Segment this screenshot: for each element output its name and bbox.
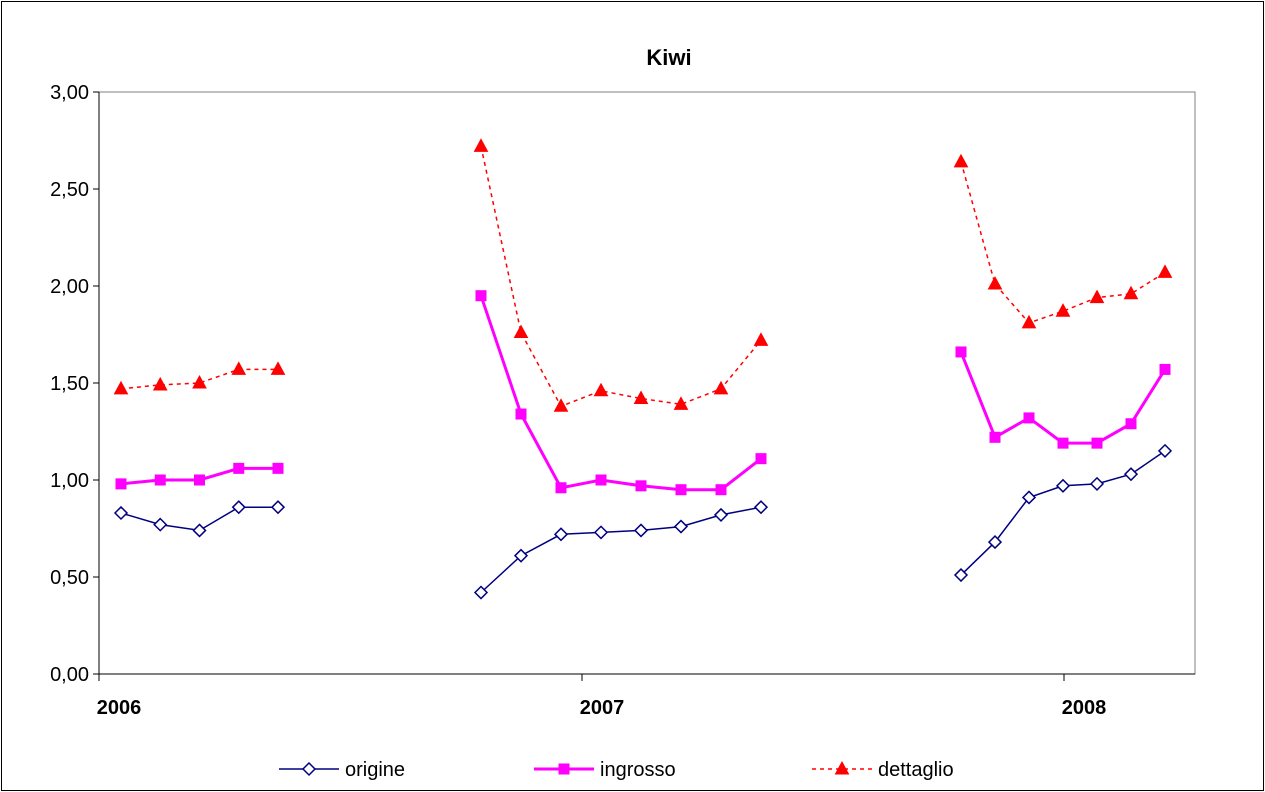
plot-area xyxy=(98,91,1196,675)
y-tick-label: 1,00 xyxy=(50,470,89,492)
data-point-dettaglio xyxy=(753,332,769,346)
data-point-origine xyxy=(633,523,649,538)
data-point-dettaglio xyxy=(633,390,649,405)
legend-marker-origine xyxy=(301,761,317,777)
legend: origine ingrosso dettaglio xyxy=(279,759,954,781)
data-point-ingrosso xyxy=(475,290,487,302)
y-tick-label: 0,00 xyxy=(50,664,89,686)
y-tick-label: 1,50 xyxy=(50,373,89,395)
data-point-origine xyxy=(593,525,609,540)
data-point-origine xyxy=(192,523,207,538)
data-point-ingrosso xyxy=(755,453,767,465)
data-point-ingrosso xyxy=(555,482,567,494)
y-tick-label: 0,50 xyxy=(50,567,89,589)
y-axis: 0,00 0,50 1,00 1,50 2,00 2,50 3,00 xyxy=(50,82,100,686)
legend-marker-dettaglio xyxy=(834,760,850,775)
data-point-origine xyxy=(953,567,969,583)
data-point-origine xyxy=(553,527,569,542)
legend-label-dettaglio: dettaglio xyxy=(878,759,954,781)
data-point-origine xyxy=(673,519,689,534)
data-point-dettaglio xyxy=(1055,303,1071,317)
y-tick-label: 2,00 xyxy=(50,276,89,298)
x-tick-label-2007: 2007 xyxy=(580,697,625,719)
data-point-ingrosso xyxy=(1125,418,1137,430)
data-point-dettaglio xyxy=(270,361,286,375)
data-point-ingrosso xyxy=(1057,437,1069,449)
data-point-ingrosso xyxy=(715,484,727,496)
data-point-dettaglio xyxy=(953,153,969,168)
data-point-dettaglio xyxy=(192,374,207,389)
data-point-origine xyxy=(713,507,729,522)
data-point-ingrosso xyxy=(955,346,967,358)
data-point-origine xyxy=(1089,476,1105,491)
data-point-ingrosso xyxy=(595,474,607,486)
x-axis: 2006 2007 2008 xyxy=(97,673,1195,719)
legend-item-ingrosso: ingrosso xyxy=(534,759,676,781)
data-point-dettaglio xyxy=(1021,314,1037,329)
data-point-dettaglio xyxy=(1157,264,1173,278)
data-point-dettaglio xyxy=(713,380,729,395)
legend-item-origine: origine xyxy=(279,759,405,781)
data-point-ingrosso xyxy=(635,480,647,492)
legend-item-dettaglio: dettaglio xyxy=(812,759,954,781)
data-point-origine xyxy=(473,585,489,600)
data-point-origine xyxy=(987,535,1003,550)
y-tick-label: 2,50 xyxy=(50,179,89,201)
series-origine xyxy=(113,443,1173,600)
series-line-ingrosso xyxy=(479,295,762,492)
data-point-origine xyxy=(113,505,129,521)
series-line-dettaglio xyxy=(120,368,278,390)
data-point-dettaglio xyxy=(987,276,1003,290)
data-point-origine xyxy=(1123,467,1139,482)
data-point-dettaglio xyxy=(593,382,609,397)
series-line-origine xyxy=(480,506,762,594)
chart-title: Kiwi xyxy=(646,45,691,70)
data-point-ingrosso xyxy=(272,462,284,474)
data-point-dettaglio xyxy=(152,376,168,391)
data-point-ingrosso xyxy=(989,431,1001,443)
data-point-origine xyxy=(1055,478,1071,493)
data-point-dettaglio xyxy=(113,380,129,395)
data-point-ingrosso xyxy=(115,478,127,490)
data-point-origine xyxy=(513,548,529,563)
data-point-origine xyxy=(153,517,168,532)
data-point-ingrosso xyxy=(1023,412,1035,424)
data-point-origine xyxy=(270,500,286,515)
x-tick-label-2008: 2008 xyxy=(1062,697,1107,719)
y-tick-label: 3,00 xyxy=(50,82,89,104)
data-point-ingrosso xyxy=(154,474,166,486)
legend-label-origine: origine xyxy=(345,759,405,781)
data-point-dettaglio xyxy=(1089,289,1105,304)
data-point-ingrosso xyxy=(515,408,527,420)
data-point-ingrosso xyxy=(1159,363,1171,375)
x-tick-label-2006: 2006 xyxy=(97,697,142,719)
data-point-dettaglio xyxy=(553,398,569,412)
series-layer xyxy=(113,138,1173,600)
data-point-dettaglio xyxy=(231,361,247,375)
data-point-origine xyxy=(1021,490,1037,505)
data-point-origine xyxy=(1157,443,1173,458)
data-point-dettaglio xyxy=(473,138,489,152)
data-point-dettaglio xyxy=(1123,285,1139,300)
series-line-dettaglio xyxy=(480,146,762,408)
legend-marker-ingrosso xyxy=(558,763,570,775)
data-point-ingrosso xyxy=(233,462,245,474)
data-point-origine xyxy=(753,500,769,515)
data-point-ingrosso xyxy=(194,474,205,486)
data-point-ingrosso xyxy=(1091,437,1103,449)
series-dettaglio xyxy=(113,138,1173,412)
series-ingrosso xyxy=(115,290,1171,496)
legend-label-ingrosso: ingrosso xyxy=(600,759,676,781)
data-point-origine xyxy=(231,500,246,515)
data-point-dettaglio xyxy=(513,324,529,339)
data-point-ingrosso xyxy=(675,484,687,496)
data-point-dettaglio xyxy=(673,396,689,410)
